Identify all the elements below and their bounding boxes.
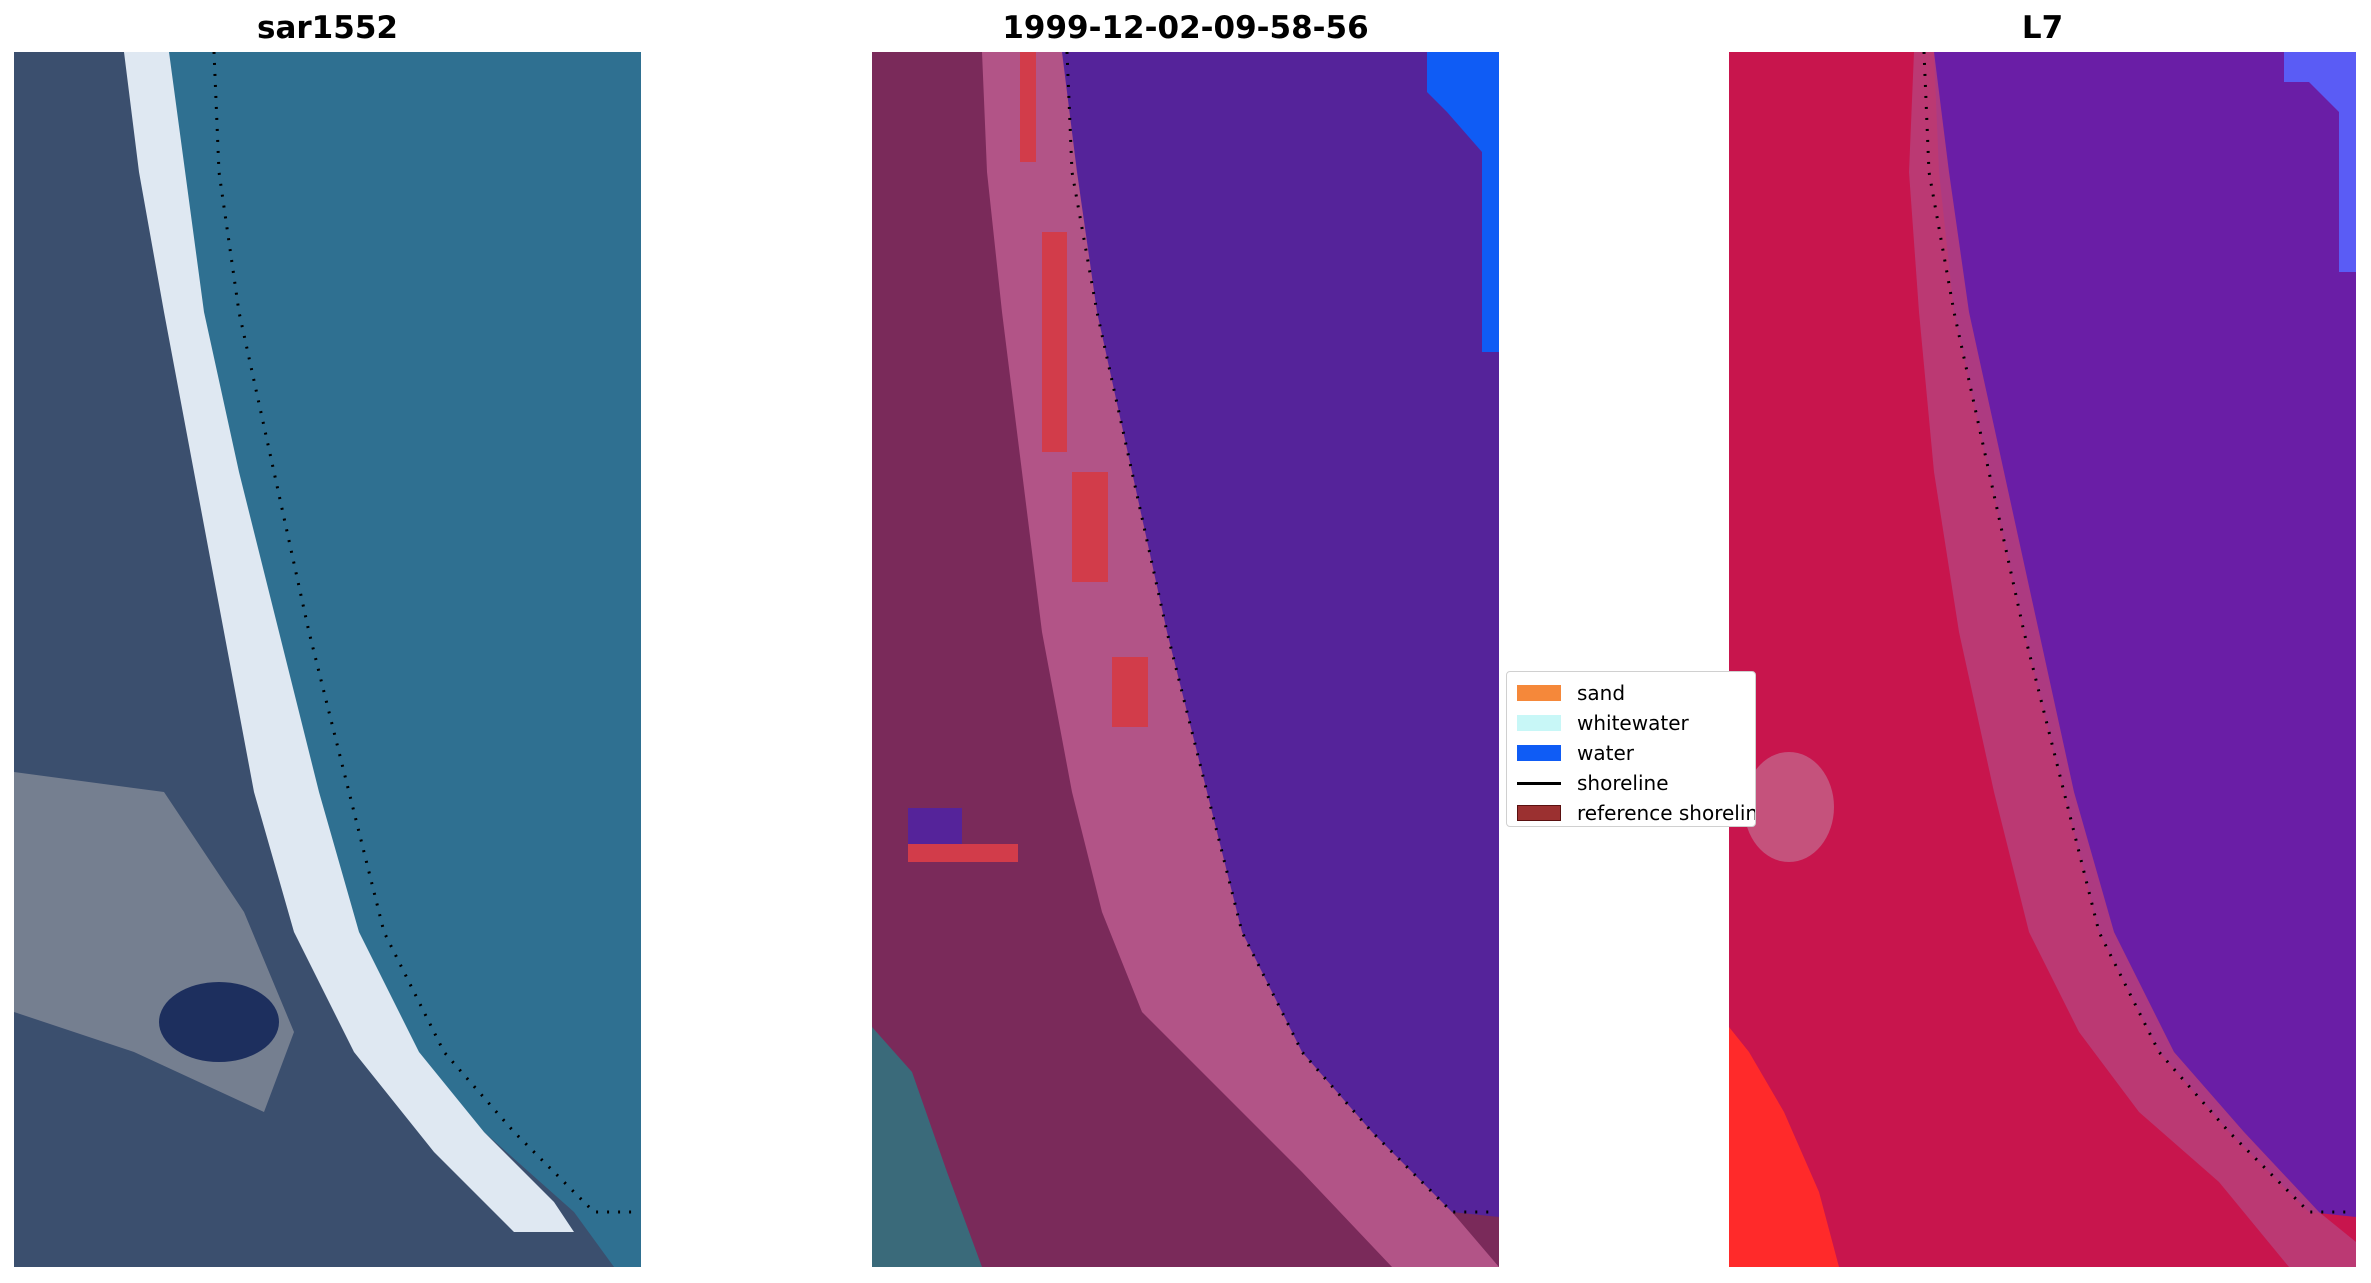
reference-shoreline-segment <box>1020 52 1036 162</box>
panel-title-classified: 1999-12-02-09-58-56 <box>1002 10 1369 46</box>
rgb-image-panel <box>14 52 641 1267</box>
shoreline <box>1065 52 1492 1214</box>
whitewater-swatch <box>1517 715 1561 731</box>
sea-area <box>1934 52 2356 1217</box>
legend-item-shoreline: shoreline <box>1517 768 1745 798</box>
reference-shoreline-segment <box>1072 472 1108 582</box>
red-patch <box>1729 1027 1839 1267</box>
water-swatch <box>1517 745 1561 761</box>
sea-class <box>1062 52 1499 1217</box>
reference-shoreline-swatch <box>1517 805 1561 821</box>
legend-label: sand <box>1577 681 1626 705</box>
panel-title-l7: L7 <box>2021 10 2064 46</box>
water-patch <box>2284 52 2356 272</box>
unclassified-area <box>872 1027 982 1267</box>
classified-image-panel <box>872 52 1499 1267</box>
shoreline-swatch <box>1517 781 1561 785</box>
reference-shoreline-segment <box>908 844 1018 862</box>
reference-shoreline-segment <box>1042 232 1067 452</box>
l7-image-panel <box>1729 52 2356 1267</box>
legend-label: water <box>1577 741 1634 765</box>
light-patch <box>1744 752 1834 862</box>
legend-item-whitewater: whitewater <box>1517 708 1745 738</box>
legend: sand whitewater water shoreline referenc… <box>1506 671 1756 827</box>
sea-class-patch <box>908 808 962 844</box>
panel-title-rgb: sar1552 <box>257 10 398 46</box>
sea-area <box>144 52 641 1267</box>
sand-swatch <box>1517 685 1561 701</box>
legend-label: shoreline <box>1577 771 1669 795</box>
dark-patch <box>159 982 279 1062</box>
reference-shoreline-segment <box>1112 657 1148 727</box>
legend-item-reference-shoreline: reference shoreline <box>1517 798 1755 826</box>
water-class <box>1427 52 1499 352</box>
legend-label: reference shoreline <box>1577 801 1756 825</box>
surf-zone <box>124 52 574 1232</box>
legend-item-sand: sand <box>1517 678 1745 708</box>
shoreline <box>1922 52 2349 1214</box>
beach-zone <box>1909 52 2356 1267</box>
legend-item-water: water <box>1517 738 1745 768</box>
legend-label: whitewater <box>1577 711 1689 735</box>
